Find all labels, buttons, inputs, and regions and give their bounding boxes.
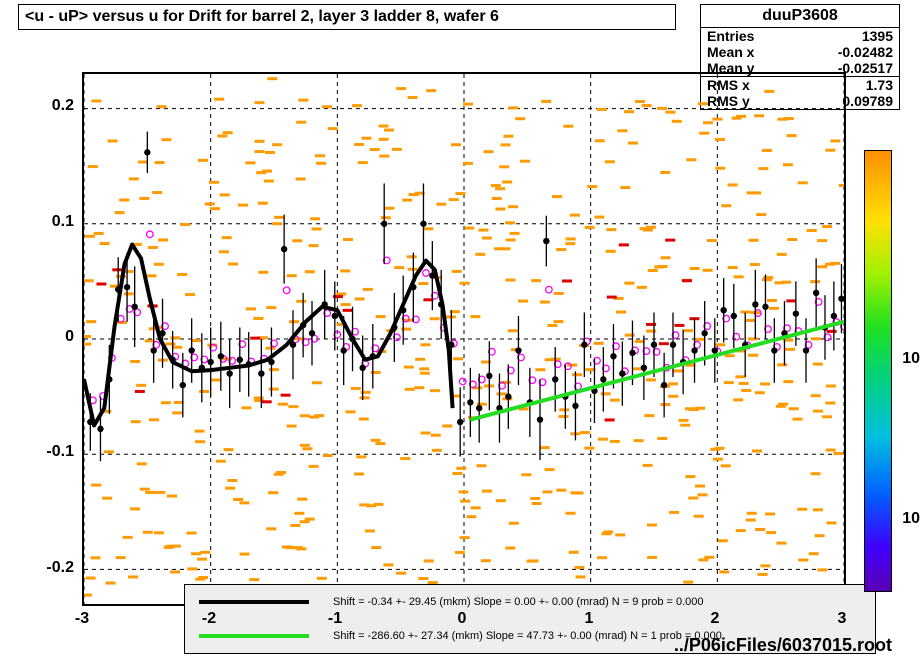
ytick: -0.2 [18, 559, 74, 577]
xtick: -3 [75, 610, 89, 628]
xtick: -1 [328, 610, 342, 628]
legend-swatch-black [199, 600, 309, 604]
stats-name: duuP3608 [701, 5, 899, 28]
xtick: 2 [711, 610, 720, 628]
file-path: ../P06icFiles/6037015.root [674, 635, 892, 656]
plot-title: <u - uP> versus u for Drift for barrel 2… [18, 4, 676, 30]
colorbar-label: 10 [902, 510, 920, 528]
xtick: 0 [458, 610, 467, 628]
ytick: 0.1 [18, 213, 74, 231]
plot-area: Shift = -0.34 +- 29.45 (mkm) Slope = 0.0… [82, 72, 846, 606]
legend-row-black: Shift = -0.34 +- 29.45 (mkm) Slope = 0.0… [185, 585, 875, 619]
ytick: 0 [18, 328, 74, 346]
legend-text-black: Shift = -0.34 +- 29.45 (mkm) Slope = 0.0… [333, 596, 704, 608]
colorbar-label: 10 [902, 350, 920, 368]
ytick: -0.1 [18, 443, 74, 461]
plot-svg [84, 74, 844, 604]
legend-text-green: Shift = -286.60 +- 27.34 (mkm) Slope = 4… [333, 630, 722, 642]
stats-meanx: Mean x -0.02482 [701, 44, 899, 60]
xtick: 3 [838, 610, 847, 628]
figure: <u - uP> versus u for Drift for barrel 2… [0, 0, 920, 660]
ytick: 0.2 [18, 97, 74, 115]
xtick: -2 [202, 610, 216, 628]
colorbar [864, 150, 892, 592]
xtick: 1 [585, 610, 594, 628]
legend-swatch-green [199, 634, 309, 638]
stats-entries: Entries 1395 [701, 28, 899, 44]
